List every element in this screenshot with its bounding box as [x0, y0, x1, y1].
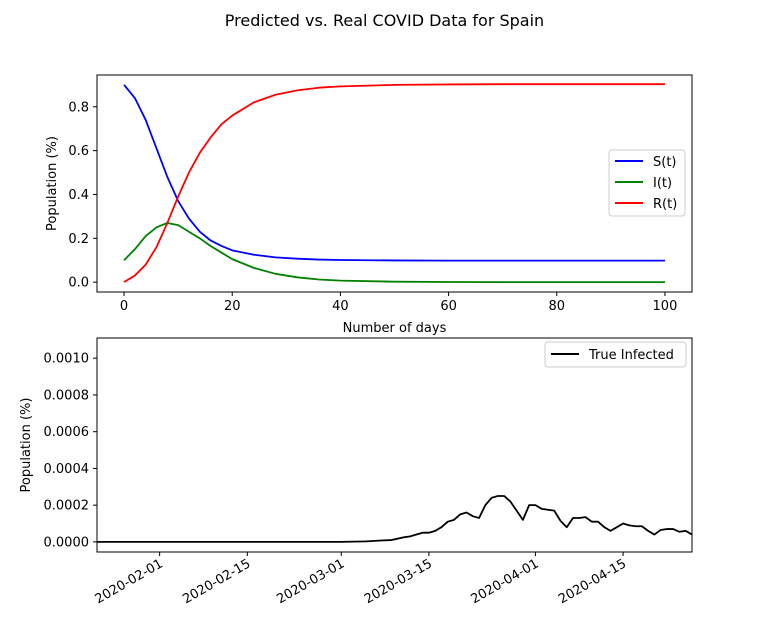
legend-label-s: S(t) [653, 155, 677, 170]
y-tick-label: 0.0000 [44, 535, 90, 550]
sir-x-axis-ticks: 0 20 40 60 80 100 [120, 292, 677, 314]
date-x-axis-ticks: 2020-02-01 2020-02-15 2020-03-01 2020-03-15… [93, 552, 629, 607]
y-tick-label: 0.0004 [44, 462, 90, 477]
sir-x-axis-label: Number of days [343, 321, 447, 336]
y-tick-label: 0.8 [68, 100, 89, 115]
sir-plot-frame [96, 74, 693, 293]
series-line-true-infected [97, 495, 692, 543]
y-tick-label: 0.0006 [44, 425, 90, 440]
y-tick-label: 0.0 [68, 276, 89, 291]
x-tick-label: 2020-02-15 [180, 556, 253, 607]
y-tick-label: 0.6 [68, 144, 89, 159]
sir-y-axis-ticks: 0.0 0.2 0.4 0.6 0.8 [68, 100, 97, 291]
x-tick-label: 0 [120, 299, 128, 314]
x-tick-label: 100 [653, 299, 678, 314]
sir-model-chart: 0 20 40 60 80 100 0.0 0.2 0.4 0.6 0.8 Number of d… [45, 74, 693, 336]
x-tick-label: 20 [224, 299, 241, 314]
sir-lines [123, 83, 665, 284]
legend-label-i: I(t) [653, 176, 672, 191]
true-infected-lines [97, 495, 692, 543]
legend-label-true-infected: True Infected [588, 348, 674, 363]
infected-plot-frame [96, 337, 693, 553]
x-tick-label: 40 [332, 299, 349, 314]
infected-legend: True Infected [544, 341, 687, 368]
sir-legend-box [608, 149, 686, 217]
x-tick-label: 2020-03-15 [362, 556, 435, 607]
x-tick-label: 60 [440, 299, 457, 314]
y-tick-label: 0.0010 [44, 352, 90, 367]
sir-y-axis-label: Population (%) [45, 136, 60, 231]
series-line-r [123, 83, 665, 283]
x-tick-label: 80 [548, 299, 565, 314]
infected-y-axis-label: Population (%) [19, 398, 34, 493]
infected-y-axis-ticks: 0.0000 0.0002 0.0004 0.0006 0.0008 0.0010 [44, 352, 97, 550]
sir-legend: S(t) I(t) R(t) [608, 149, 686, 217]
x-tick-label: 2020-03-01 [274, 556, 347, 607]
y-tick-label: 0.2 [68, 232, 89, 247]
legend-label-r: R(t) [653, 197, 677, 212]
x-tick-label: 2020-04-15 [556, 556, 629, 607]
x-tick-label: 2020-02-01 [93, 556, 166, 607]
true-infected-chart: 2020-02-01 2020-02-15 2020-03-01 2020-03-15… [19, 337, 693, 607]
x-tick-label: 2020-04-01 [468, 556, 541, 607]
figure-title: Predicted vs. Real COVID Data for Spain [225, 11, 544, 30]
y-tick-label: 0.0002 [44, 499, 90, 514]
series-line-s [123, 84, 665, 262]
infected-legend-box [544, 341, 687, 368]
series-line-i [123, 222, 665, 284]
y-tick-label: 0.0008 [44, 388, 90, 403]
y-tick-label: 0.4 [68, 188, 89, 203]
